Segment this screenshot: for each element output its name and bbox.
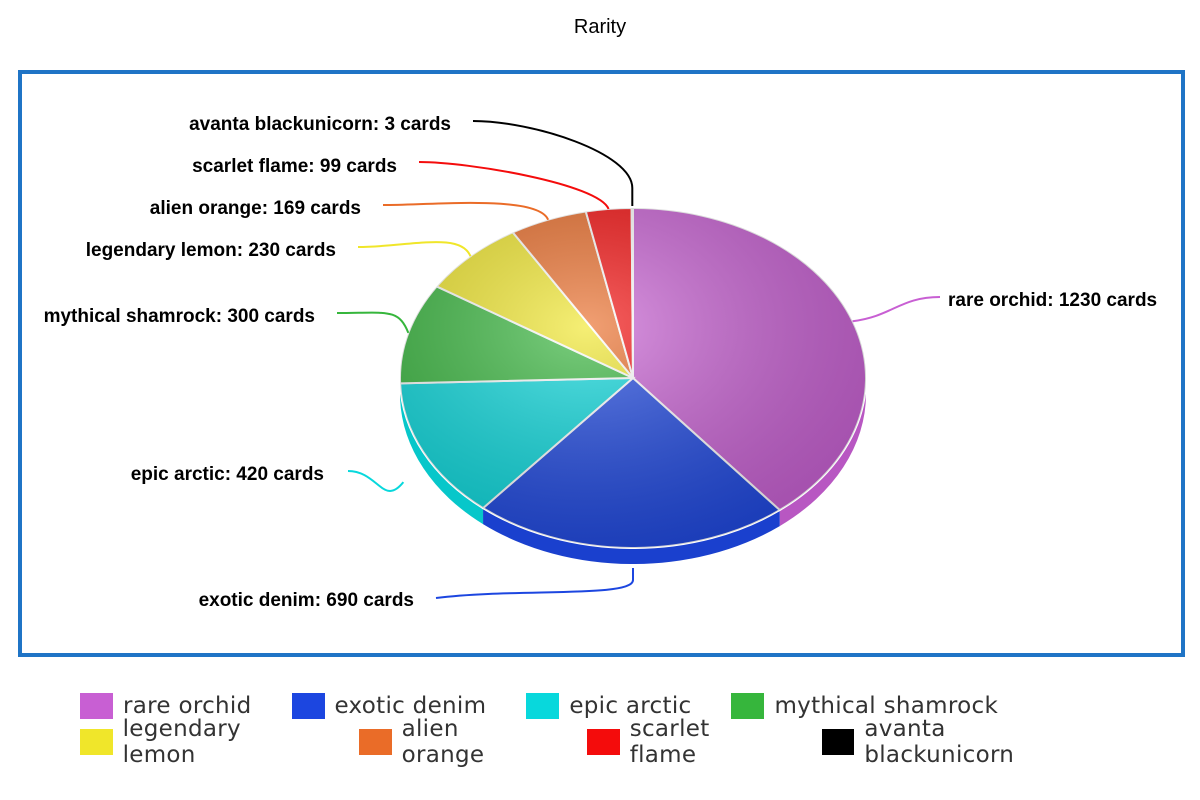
data-label-avanta-blackunicorn: avanta blackunicorn: 3 cards xyxy=(189,114,451,135)
data-label-exotic-denim: exotic denim: 690 cards xyxy=(199,590,414,611)
legend-swatch xyxy=(587,729,620,755)
legend-swatch xyxy=(526,693,560,719)
legend-row: legendary lemon alien orange scarlet flame… xyxy=(80,716,1140,768)
legend-swatch xyxy=(821,729,855,755)
legend-swatch xyxy=(291,693,325,719)
legend-swatch xyxy=(359,729,392,755)
leader-line-mythical-shamrock xyxy=(336,311,410,334)
leader-line-scarlet-flame xyxy=(418,161,610,210)
data-label-mythical-shamrock: mythical shamrock: 300 cards xyxy=(44,306,315,327)
chart-frame xyxy=(18,70,1185,657)
leader-line-avanta-blackunicorn xyxy=(472,120,634,207)
legend-label: rare orchid xyxy=(123,693,252,719)
legend-label: avanta blackunicorn xyxy=(864,716,1015,768)
data-label-scarlet-flame: scarlet flame: 99 cards xyxy=(192,156,397,177)
legend-item-exotic-denim[interactable]: exotic denim xyxy=(291,693,487,719)
legend-item-avanta-blackunicorn[interactable]: avanta blackunicorn xyxy=(821,716,1100,768)
legend-label: exotic denim xyxy=(334,693,487,719)
data-label-legendary-lemon: legendary lemon: 230 cards xyxy=(86,240,336,261)
data-label-rare-orchid: rare orchid: 1230 cards xyxy=(948,290,1157,311)
data-labels: rare orchid: 1230 cards exotic denim: 690… xyxy=(44,114,1158,611)
leader-line-rare-orchid xyxy=(852,296,941,323)
legend-item-mythical-shamrock[interactable]: mythical shamrock xyxy=(731,693,998,719)
legend-swatch xyxy=(80,729,113,755)
legend-label: legendary lemon xyxy=(122,716,241,768)
legend-label: epic arctic xyxy=(569,693,692,719)
pie-chart: rare orchid: 1230 cards exotic denim: 690… xyxy=(44,114,1158,611)
legend-label: alien orange xyxy=(401,716,485,768)
legend: rare orchid exotic denim epic arctic mythic… xyxy=(80,688,1140,768)
leader-line-epic-arctic xyxy=(347,470,405,492)
legend-label: scarlet flame xyxy=(629,716,710,768)
data-label-epic-arctic: epic arctic: 420 cards xyxy=(131,464,324,485)
legend-item-rare-orchid[interactable]: rare orchid xyxy=(80,693,252,719)
pie-slices xyxy=(399,206,867,549)
leader-line-exotic-denim xyxy=(435,568,634,599)
pie-side-exotic-denim xyxy=(483,508,780,564)
legend-swatch xyxy=(80,693,113,719)
leader-lines xyxy=(336,120,941,599)
legend-item-legendary-lemon[interactable]: legendary lemon xyxy=(80,716,319,768)
data-label-alien-orange: alien orange: 169 cards xyxy=(150,198,361,219)
pie-slice-avanta-blackunicorn[interactable] xyxy=(630,206,634,379)
leader-line-alien-orange xyxy=(382,201,550,221)
chart-title: Rarity xyxy=(573,16,627,38)
legend-item-epic-arctic[interactable]: epic arctic xyxy=(526,693,691,719)
leader-line-legendary-lemon xyxy=(357,241,472,257)
legend-swatch xyxy=(731,693,765,719)
legend-item-alien-orange[interactable]: alien orange xyxy=(359,716,547,768)
legend-item-scarlet-flame[interactable]: scarlet flame xyxy=(587,716,782,768)
legend-label: mythical shamrock xyxy=(774,693,999,719)
legend-row: rare orchid exotic denim epic arctic mythic… xyxy=(80,688,1140,724)
